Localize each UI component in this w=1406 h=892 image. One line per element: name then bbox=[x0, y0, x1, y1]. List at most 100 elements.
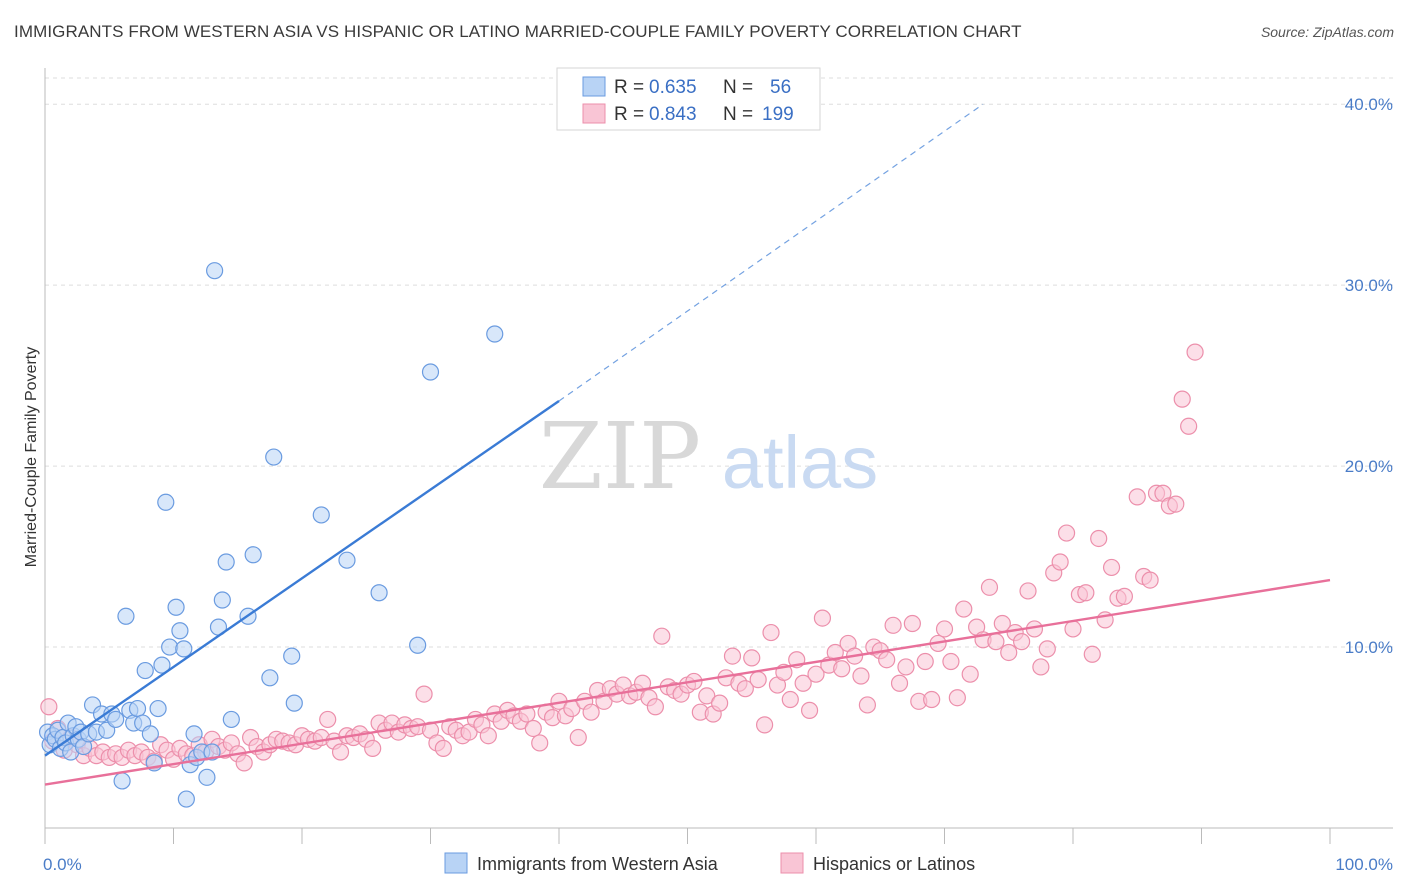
hispanic-point bbox=[858, 696, 877, 714]
western-asia-point bbox=[244, 546, 262, 564]
hispanic-point bbox=[415, 685, 433, 703]
hispanic-point bbox=[1180, 417, 1198, 435]
hispanic-point bbox=[736, 680, 754, 698]
source-credit: Source: ZipAtlas.com bbox=[1260, 24, 1394, 40]
tick-labels: 10.0% 20.0% 30.0% 40.0% 0.0% 100.0% bbox=[43, 95, 1393, 874]
hispanic-point bbox=[884, 616, 902, 634]
western-asia-point bbox=[141, 725, 159, 743]
hispanic-point bbox=[1064, 620, 1082, 638]
legend-n-value-pink: 199 bbox=[762, 104, 794, 125]
western-asia-point bbox=[175, 640, 193, 658]
hispanic-point bbox=[955, 600, 973, 618]
y-axis-title: Married-Couple Family Poverty bbox=[23, 347, 40, 568]
bottom-legend-label-pink: Hispanics or Latinos bbox=[813, 854, 975, 874]
hispanic-points bbox=[40, 343, 1204, 772]
hispanic-point bbox=[794, 674, 812, 692]
western-asia-point bbox=[185, 725, 203, 743]
legend-n-label-blue: N = bbox=[723, 77, 753, 98]
bottom-legend: Immigrants from Western Asia Hispanics o… bbox=[444, 852, 975, 874]
hispanic-point bbox=[942, 652, 960, 671]
western-asia-point bbox=[177, 790, 195, 808]
hispanic-point bbox=[479, 727, 497, 745]
trendlines bbox=[44, 103, 1331, 786]
hispanic-point bbox=[1167, 495, 1185, 513]
hispanic-point bbox=[1115, 587, 1134, 605]
western-asia-point bbox=[113, 772, 131, 790]
western-asia-point bbox=[213, 591, 231, 609]
hispanic-point bbox=[897, 658, 915, 676]
hispanic-point bbox=[1000, 643, 1018, 662]
hispanic-point bbox=[1083, 645, 1101, 663]
western-asia-point bbox=[283, 647, 301, 665]
western-asia-point bbox=[167, 598, 185, 616]
x-tick-label-min: 0.0% bbox=[43, 855, 82, 874]
watermark-atlas: atlas bbox=[722, 421, 878, 504]
hispanic-point bbox=[980, 578, 999, 596]
legend-swatch-pink bbox=[582, 103, 606, 124]
western-asia-point bbox=[370, 584, 388, 602]
legend-r-value-blue: 0.635 bbox=[649, 77, 697, 98]
western-asia-point bbox=[217, 553, 235, 571]
hispanic-point bbox=[633, 674, 652, 692]
western-asia-point bbox=[117, 607, 135, 625]
hispanic-point bbox=[923, 690, 941, 709]
hispanic-point bbox=[1128, 488, 1146, 506]
hispanic-point bbox=[935, 620, 954, 638]
hispanic-point bbox=[916, 652, 934, 671]
western-asia-point bbox=[157, 493, 175, 511]
hispanic-point bbox=[833, 660, 851, 678]
y-tick-label: 30.0% bbox=[1345, 276, 1393, 295]
hispanic-point bbox=[723, 647, 742, 665]
hispanic-point bbox=[40, 698, 58, 716]
western-asia-trendline bbox=[44, 399, 560, 757]
hispanic-point bbox=[364, 739, 382, 757]
top-legend: R = 0.635 N = 56 R = 0.843 N = 199 bbox=[556, 67, 821, 131]
hispanic-point bbox=[653, 627, 671, 645]
hispanic-point bbox=[987, 633, 1005, 651]
hispanic-point bbox=[890, 674, 909, 692]
hispanic-point bbox=[1173, 390, 1191, 408]
bottom-legend-swatch-pink bbox=[780, 852, 804, 874]
western-asia-point bbox=[203, 743, 221, 761]
chart-title: IMMIGRANTS FROM WESTERN ASIA VS HISPANIC… bbox=[14, 22, 1022, 41]
legend-n-value-blue: 56 bbox=[770, 77, 791, 98]
hispanic-point bbox=[1057, 524, 1076, 542]
legend-r-value-pink: 0.843 bbox=[649, 104, 697, 125]
bottom-legend-swatch-blue bbox=[444, 852, 468, 874]
western-asia-point bbox=[136, 661, 154, 680]
hispanic-point bbox=[1019, 582, 1037, 600]
western-asia-point bbox=[261, 669, 279, 687]
hispanic-point bbox=[1051, 553, 1069, 571]
gridlines bbox=[45, 77, 1393, 648]
western-asia-point bbox=[149, 699, 167, 718]
legend-n-label-pink: N = bbox=[723, 104, 753, 125]
hispanic-point bbox=[698, 687, 716, 705]
legend-swatch-blue bbox=[582, 76, 606, 97]
hispanic-point bbox=[524, 719, 542, 738]
y-tick-label: 40.0% bbox=[1345, 95, 1393, 114]
hispanic-point bbox=[1102, 558, 1121, 577]
bottom-legend-label-blue: Immigrants from Western Asia bbox=[477, 854, 719, 874]
hispanic-point bbox=[319, 710, 337, 729]
hispanic-point bbox=[531, 734, 549, 752]
hispanic-point bbox=[948, 689, 966, 707]
x-tick-label-max: 100.0% bbox=[1335, 855, 1393, 874]
hispanic-point bbox=[852, 667, 870, 685]
western-asia-point bbox=[265, 448, 283, 466]
hispanic-point bbox=[1012, 633, 1031, 651]
western-asia-point bbox=[153, 656, 171, 674]
hispanic-point bbox=[518, 705, 536, 723]
hispanic-point bbox=[807, 665, 825, 683]
hispanic-trendline bbox=[44, 578, 1331, 786]
hispanic-point bbox=[781, 690, 799, 709]
western-asia-point bbox=[171, 622, 189, 640]
hispanic-point bbox=[1038, 640, 1056, 658]
hispanic-point bbox=[1090, 529, 1108, 548]
hispanic-point bbox=[711, 694, 729, 712]
legend-r-label-blue: R = bbox=[614, 77, 644, 98]
western-asia-point bbox=[222, 710, 240, 729]
hispanic-point bbox=[749, 671, 767, 689]
hispanic-point bbox=[743, 649, 761, 667]
western-asia-point bbox=[338, 551, 356, 569]
western-asia-point bbox=[107, 710, 125, 729]
